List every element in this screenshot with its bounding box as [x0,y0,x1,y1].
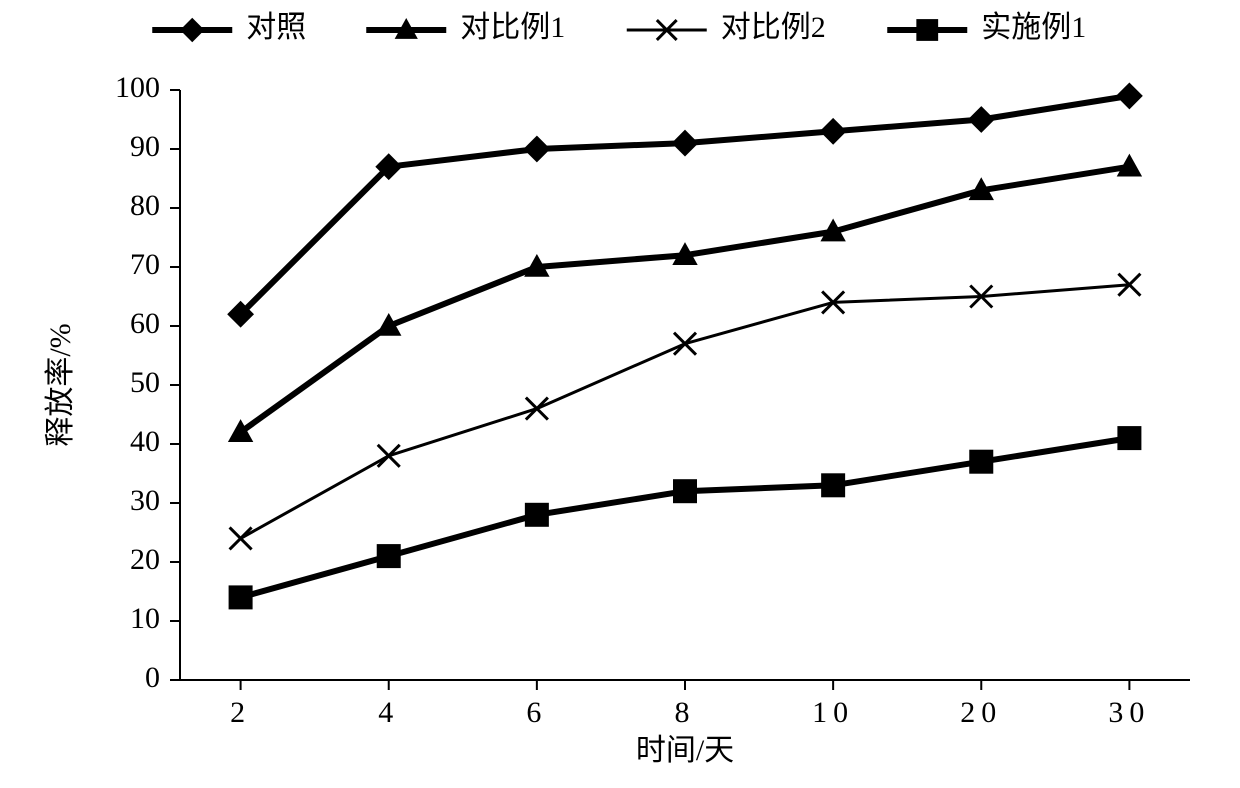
y-tick-label: 50 [130,366,160,399]
x-tick-label: 10 [812,696,854,729]
y-tick-label: 10 [130,602,160,635]
legend-label: 对照 [246,11,306,44]
legend-label: 对比例1 [460,11,565,44]
y-tick-label: 20 [130,543,160,576]
x-tick-label: 30 [1108,696,1150,729]
release-rate-chart: 0 10 20 30 40 50 60 70 80 90 100 2 4 6 8 10 20 30 时间/天 释放率/… [0,0,1240,788]
y-tick-label: 40 [130,425,160,458]
legend-label: 对比例2 [721,11,826,44]
y-tick-label: 60 [130,307,160,340]
y-tick-label: 80 [130,189,160,222]
x-axis-title: 时间/天 [636,734,734,767]
x-tick-label: 4 [378,696,399,729]
x-tick-label: 6 [526,696,547,729]
y-axis-title: 释放率/% [44,323,77,446]
legend-label: 实施例1 [981,11,1086,44]
x-tick-label: 2 [230,696,251,729]
y-tick-label: 30 [130,484,160,517]
y-tick-label: 100 [115,71,160,104]
y-tick-label: 70 [130,248,160,281]
y-tick-label: 90 [130,130,160,163]
x-tick-label: 20 [960,696,1002,729]
x-tick-label: 8 [675,696,696,729]
y-tick-label: 0 [145,661,160,694]
